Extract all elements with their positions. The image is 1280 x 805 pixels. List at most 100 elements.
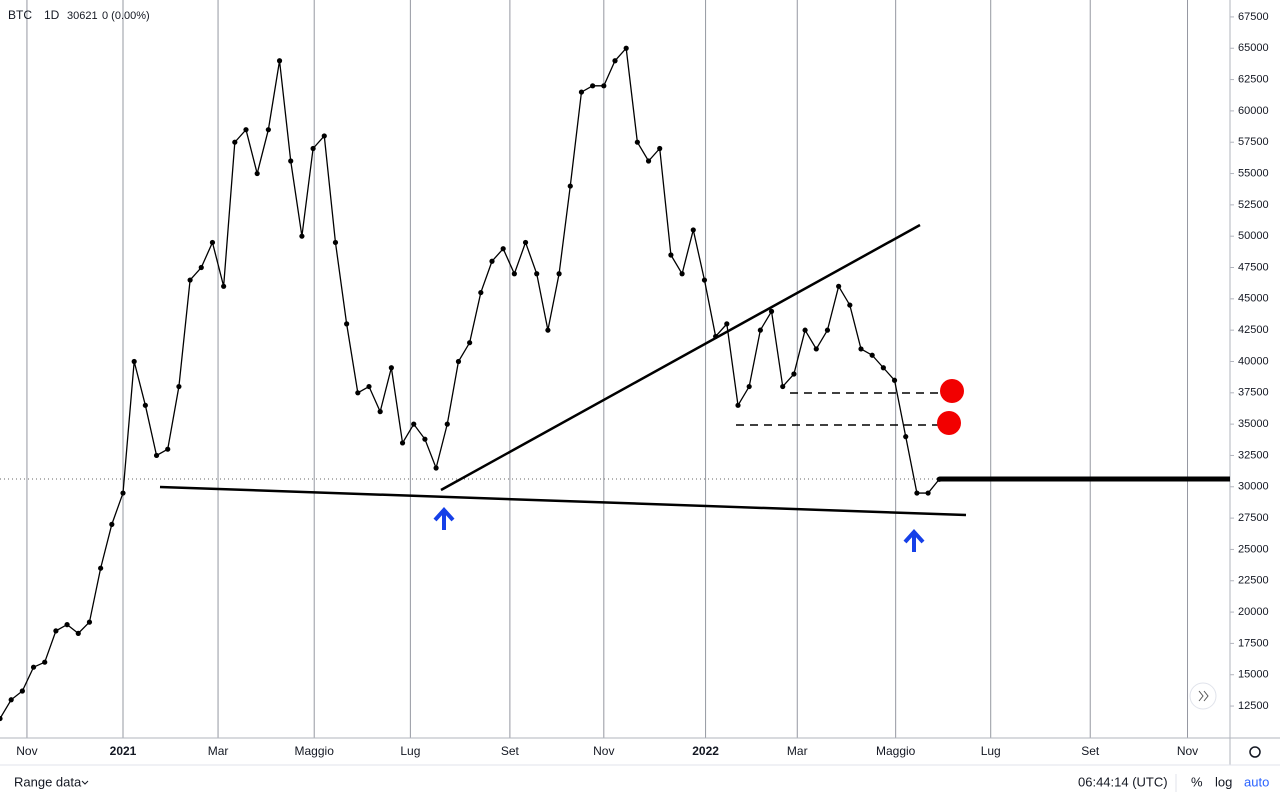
x-tick-label: 2021: [110, 744, 137, 758]
point: [891, 377, 898, 383]
y-tick-label: 20000: [1238, 606, 1269, 618]
point: [679, 271, 685, 277]
point: [165, 446, 171, 452]
point: [713, 333, 719, 340]
point: [299, 233, 305, 239]
point: [489, 258, 495, 264]
point: [176, 383, 182, 390]
y-tick-label: 50000: [1238, 230, 1269, 242]
point: [858, 346, 864, 352]
point: [757, 327, 763, 333]
x-tick-label: Set: [501, 744, 520, 758]
point: [254, 170, 260, 177]
blue-arrow: [433, 507, 455, 530]
log-toggle[interactable]: log: [1215, 774, 1232, 789]
scroll-icon: [1198, 690, 1209, 702]
last-price: 30621: [67, 10, 98, 22]
point: [657, 145, 663, 152]
point: [701, 277, 708, 283]
point: [522, 239, 529, 246]
y-tick-label: 60000: [1238, 105, 1269, 117]
point: [791, 371, 797, 377]
point: [288, 158, 294, 164]
point: [232, 139, 238, 145]
point: [903, 434, 909, 440]
point: [813, 346, 819, 352]
x-tick-label: Mar: [787, 744, 808, 758]
y-tick-label: 65000: [1238, 42, 1269, 54]
change: 0 (0.00%): [102, 10, 150, 22]
point: [836, 283, 842, 289]
point: [925, 490, 931, 496]
y-tick-label: 25000: [1238, 543, 1269, 555]
point: [645, 158, 652, 164]
x-tick-label: Lug: [400, 744, 420, 758]
point: [388, 365, 394, 371]
point: [355, 390, 361, 396]
red-marker: [937, 411, 961, 435]
point: [511, 271, 517, 277]
point: [377, 409, 383, 415]
y-tick-label: 30000: [1238, 481, 1269, 493]
point: [914, 490, 920, 496]
point: [86, 619, 93, 625]
point: [153, 452, 160, 459]
point: [880, 365, 886, 371]
point: [64, 622, 70, 628]
point: [53, 628, 59, 634]
clock: 06:44:14 (UTC): [1078, 774, 1168, 789]
point: [780, 383, 786, 390]
percent-toggle[interactable]: %: [1191, 774, 1203, 789]
range-button[interactable]: Range data: [14, 774, 82, 789]
interval: 1D: [44, 8, 60, 22]
point: [433, 465, 439, 471]
point: [98, 565, 104, 571]
x-tick-label: Nov: [1177, 744, 1198, 758]
point: [265, 127, 271, 133]
point: [75, 630, 81, 636]
x-tick-label: Maggio: [295, 744, 335, 758]
y-tick-label: 12500: [1238, 700, 1269, 712]
point: [802, 327, 808, 333]
point: [847, 302, 853, 308]
series: [0, 45, 1230, 722]
point: [321, 133, 327, 139]
y-tick-label: 57500: [1238, 136, 1269, 148]
auto-toggle[interactable]: auto: [1244, 774, 1269, 789]
point: [198, 264, 204, 271]
x-tick-label: Nov: [593, 744, 614, 758]
point: [623, 45, 629, 51]
y-tick-label: 22500: [1238, 575, 1269, 587]
point: [735, 402, 741, 408]
point: [310, 145, 316, 152]
point: [467, 340, 473, 346]
y-tick-label: 62500: [1238, 73, 1269, 85]
point: [634, 139, 640, 145]
y-tick-label: 32500: [1238, 449, 1269, 461]
point: [545, 327, 551, 333]
point: [422, 436, 428, 442]
y-tick-label: 47500: [1238, 261, 1269, 273]
point: [824, 327, 831, 333]
point: [142, 402, 148, 408]
point: [668, 252, 674, 258]
point: [556, 271, 562, 277]
point: [690, 227, 696, 233]
y-tick-label: 15000: [1238, 669, 1269, 681]
settings-icon[interactable]: [1249, 746, 1261, 758]
y-tick-label: 35000: [1238, 418, 1269, 430]
x-tick-label: Lug: [981, 744, 1001, 758]
blue-arrow: [903, 529, 925, 552]
point: [534, 271, 540, 277]
y-tick-label: 67500: [1238, 11, 1269, 23]
point: [366, 383, 372, 390]
point: [109, 521, 115, 527]
point: [8, 697, 14, 703]
x-tick-label: Nov: [16, 744, 37, 758]
support-line: [159, 485, 967, 517]
point: [444, 421, 450, 427]
point: [746, 383, 752, 390]
